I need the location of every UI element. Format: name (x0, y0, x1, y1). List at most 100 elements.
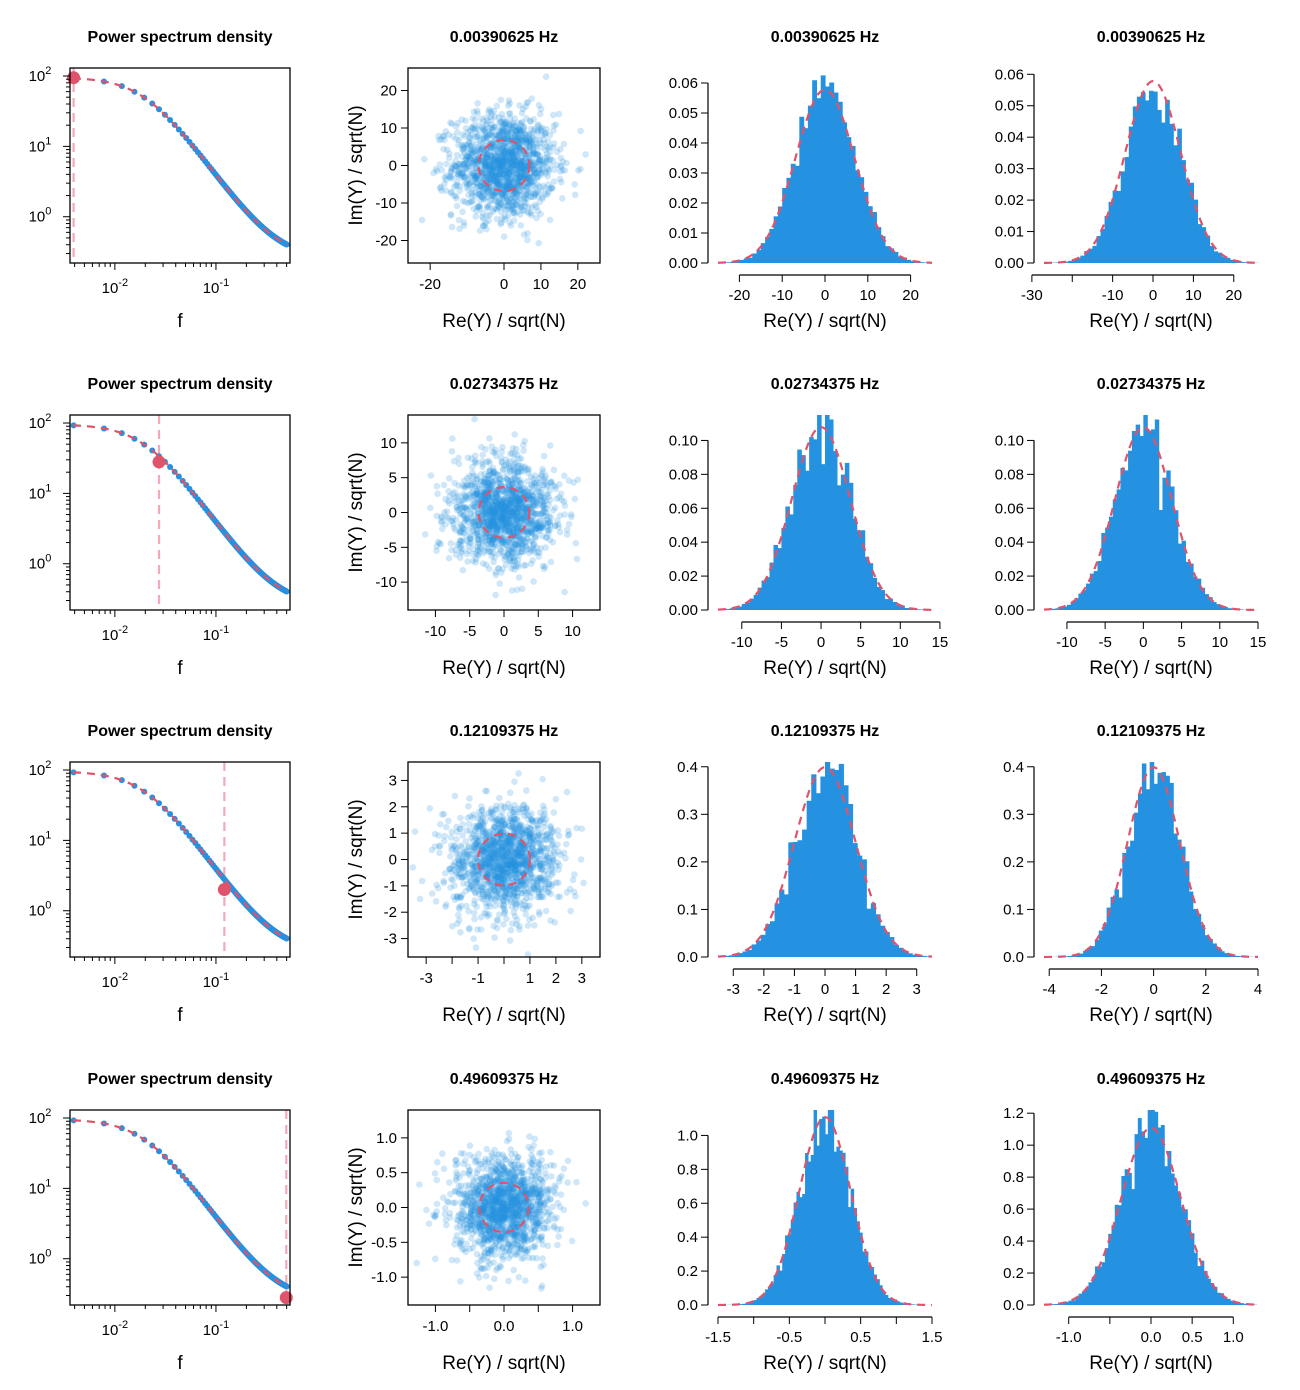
scatter-point (491, 158, 498, 166)
scatter-point (429, 890, 436, 897)
scatter-point (509, 162, 517, 169)
scatter-point (507, 128, 515, 136)
scatter-point (521, 130, 528, 137)
scatter-point (445, 131, 452, 138)
scatter-point (474, 202, 482, 210)
y-tick-label: 100 (29, 206, 52, 226)
scatter-point (491, 143, 498, 150)
plot-frame (69, 414, 291, 611)
scatter-point (472, 165, 480, 172)
scatter-point (453, 151, 461, 159)
scatter-point (475, 183, 483, 190)
scatter-point (550, 144, 557, 151)
scatter-point (471, 148, 478, 155)
scatter-point (516, 211, 524, 218)
scatter-point (505, 181, 513, 188)
scatter-point (495, 177, 502, 185)
x-tick-label: 10 (1185, 287, 1202, 304)
scatter-point (514, 164, 521, 171)
histogram-bar (1161, 122, 1166, 263)
scatter-point (519, 151, 526, 158)
scatter-point (523, 162, 530, 170)
scatter-point (484, 153, 491, 160)
scatter-point (493, 175, 500, 182)
scatter-point (475, 146, 483, 153)
scatter-point (471, 122, 478, 129)
scatter-point (541, 168, 549, 175)
scatter-point (513, 170, 521, 178)
scatter-point (508, 146, 516, 154)
scatter-point (523, 153, 531, 161)
scatter-point (536, 110, 544, 118)
scatter-point (483, 114, 490, 121)
scatter-point (522, 136, 530, 143)
scatter-point (515, 125, 522, 133)
scatter-point (545, 181, 552, 188)
scatter-point (445, 817, 452, 825)
scatter-point (471, 415, 478, 423)
y-tick-label: 0.06 (995, 500, 1024, 517)
scatter-point (498, 183, 505, 190)
scatter-point (481, 161, 488, 168)
histogram-bar (1153, 91, 1158, 263)
scatter-point (512, 897, 519, 904)
scatter-point (538, 169, 546, 177)
scatter-point (515, 175, 522, 183)
scatter-point (514, 513, 522, 520)
scatter-point (497, 166, 504, 174)
scatter-point (521, 123, 528, 131)
scatter-point (497, 119, 505, 126)
scatter-point (509, 544, 516, 551)
scatter-point (516, 102, 523, 109)
scatter-point (542, 184, 549, 192)
scatter-point (493, 178, 501, 186)
scatter-point (509, 123, 516, 130)
scatter-point (517, 222, 525, 229)
histogram-bar (789, 514, 794, 610)
scatter-point (493, 165, 501, 173)
scatter-point (456, 537, 464, 544)
scatter-point (460, 880, 467, 887)
scatter-point (544, 527, 552, 534)
scatter-point (517, 159, 525, 167)
scatter-point (501, 154, 509, 161)
panel-title: 0.00390625 Hz (771, 29, 880, 46)
scatter-point (529, 136, 536, 144)
y-tick-label: 101 (29, 135, 52, 155)
scatter-point (495, 886, 503, 894)
scatter-point (474, 126, 482, 133)
scatter-point (514, 151, 521, 159)
scatter-point (437, 821, 444, 828)
scatter-point (507, 164, 515, 171)
scatter-point (459, 197, 467, 205)
scatter-point (473, 207, 481, 215)
scatter-point (506, 137, 514, 145)
scatter-point (538, 156, 545, 163)
scatter-point (545, 166, 552, 173)
scatter-point (533, 169, 541, 177)
scatter-point (484, 154, 492, 161)
scatter-point (562, 854, 569, 862)
y-tick-label: 0.10 (995, 432, 1024, 449)
x-tick-label: 10 (859, 287, 876, 304)
histogram-bar (872, 577, 878, 610)
scatter-point (454, 506, 461, 514)
scatter-point (528, 149, 535, 157)
scatter-point (491, 176, 498, 183)
scatter-point (468, 198, 475, 205)
scatter-point (466, 127, 474, 135)
scatter-point (490, 167, 498, 175)
scatter-point (478, 166, 486, 173)
scatter-point (455, 460, 463, 468)
scatter-point (508, 176, 515, 184)
scatter-point (497, 142, 504, 150)
scatter-point (461, 496, 468, 504)
scatter-point (488, 477, 495, 485)
y-tick-label: 0.08 (995, 466, 1024, 483)
scatter-point (511, 210, 518, 218)
scatter-point (542, 129, 549, 137)
scatter-point (519, 134, 527, 141)
scatter-point (470, 156, 477, 164)
scatter-point (521, 166, 528, 174)
